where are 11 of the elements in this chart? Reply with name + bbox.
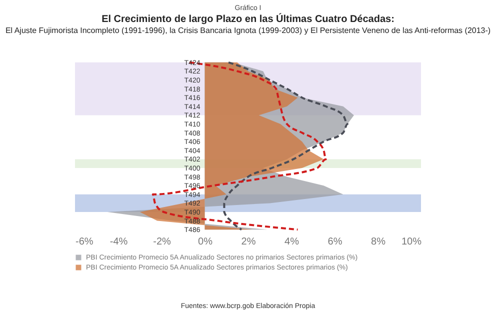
x-tick-label: -6% [76,236,94,248]
x-tick-label: 10% [401,236,422,248]
chart-subtitle: El Ajuste Fujimorista Incompleto (1991-1996), la Crisis Bancaria Ignota (1999-2003) y El Persistente Veneno de las Anti-reformas (2013-) [5,26,491,35]
x-tick-label: 0% [198,236,213,248]
x-tick-label: 4% [284,236,300,248]
chart-title: El Crecimiento de largo Plazo en las Últimas Cuatro Décadas: [102,13,394,25]
x-tick-label: -2% [153,236,171,248]
x-tick-label: -4% [110,236,128,248]
x-tick-label: 6% [328,236,342,248]
x-tick-label: 8% [371,236,386,248]
x-tick-label: 2% [241,236,256,248]
